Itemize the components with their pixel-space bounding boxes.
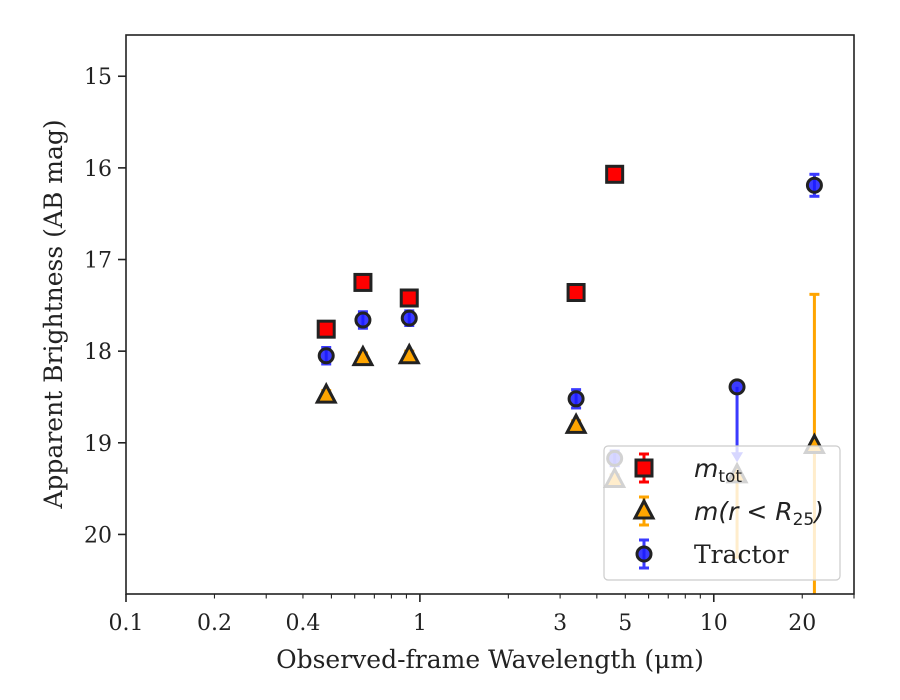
x-tick-label: 10 — [700, 611, 728, 636]
legend-marker-tractor — [635, 545, 653, 563]
mtot-marker — [566, 283, 586, 303]
y-tick-label: 16 — [84, 157, 112, 182]
mr25-marker — [314, 381, 338, 404]
legend-label-mr25: m(r < R25) — [694, 497, 824, 530]
x-tick-label: 5 — [618, 611, 632, 636]
mr25-marker — [397, 342, 421, 365]
x-tick-label: 0.4 — [285, 611, 320, 636]
x-axis: 0.1 0.2 0.4 1 3 5 10 20 — [109, 594, 855, 636]
legend-marker-mtot — [634, 458, 654, 478]
x-tick-label: 0.1 — [109, 611, 144, 636]
y-axis: 15 16 17 18 19 20 — [84, 65, 126, 548]
tractor-marker — [567, 390, 585, 408]
x-axis-label: Observed-frame Wavelength (μm) — [276, 645, 704, 674]
legend: mtot m(r < R25) Tractor — [603, 445, 841, 581]
series-mtot — [316, 164, 625, 339]
y-tick-label: 18 — [84, 340, 112, 365]
mtot-marker — [353, 272, 373, 292]
tractor-marker — [400, 309, 418, 327]
mtot-marker — [399, 288, 419, 308]
tractor-marker — [805, 176, 823, 194]
y-tick-label: 15 — [84, 65, 112, 90]
legend-label-tractor: Tractor — [694, 540, 789, 569]
legend-entry-tractor: Tractor — [635, 538, 789, 570]
legend-box — [603, 445, 841, 581]
tractor-marker — [317, 347, 335, 365]
legend-entry-mr25: m(r < R25) — [632, 495, 824, 530]
legend-label-mtot: mtot — [694, 454, 742, 487]
legend-entry-mtot: mtot — [634, 452, 742, 487]
mr25-marker — [351, 344, 375, 367]
tractor-marker — [728, 378, 746, 396]
legend-marker-mr25 — [632, 497, 656, 520]
mr25-marker — [564, 412, 588, 434]
y-axis-label: Apparent Brightness (AB mag) — [39, 119, 68, 509]
mtot-marker — [316, 319, 336, 339]
mtot-marker — [605, 164, 625, 184]
x-tick-label: 0.2 — [197, 611, 232, 636]
x-tick-label: 20 — [788, 611, 816, 636]
x-tick-label: 3 — [553, 611, 567, 636]
y-tick-label: 20 — [84, 523, 112, 548]
x-tick-label: 1 — [413, 611, 427, 636]
tractor-marker — [354, 311, 372, 329]
y-tick-label: 17 — [84, 249, 112, 274]
axes-frame — [125, 34, 855, 595]
y-tick-label: 19 — [84, 432, 112, 457]
